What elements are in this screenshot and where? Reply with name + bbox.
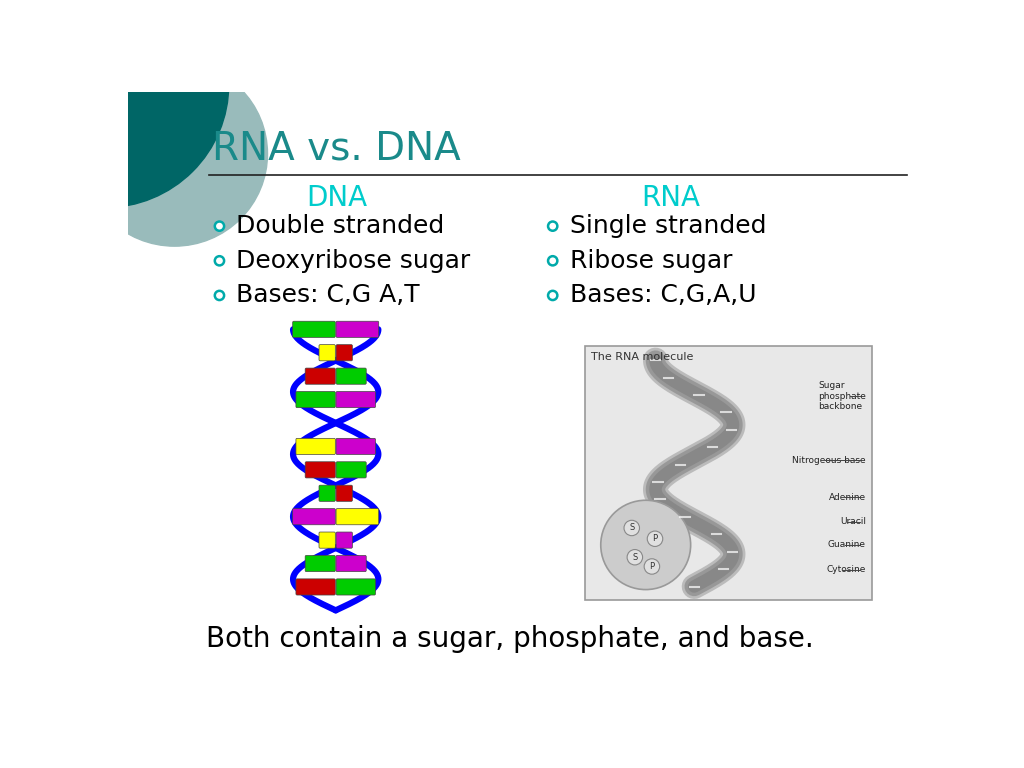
Text: RNA: RNA bbox=[641, 184, 700, 213]
FancyBboxPatch shape bbox=[293, 321, 335, 337]
Circle shape bbox=[647, 531, 663, 547]
FancyBboxPatch shape bbox=[296, 579, 335, 595]
Text: Bases: C,G A,T: Bases: C,G A,T bbox=[237, 283, 420, 307]
Text: Ribose sugar: Ribose sugar bbox=[569, 249, 732, 273]
Circle shape bbox=[0, 0, 228, 207]
Circle shape bbox=[82, 61, 267, 247]
FancyBboxPatch shape bbox=[336, 321, 379, 337]
Circle shape bbox=[644, 559, 659, 574]
Circle shape bbox=[624, 520, 640, 536]
FancyBboxPatch shape bbox=[336, 439, 376, 455]
FancyBboxPatch shape bbox=[336, 555, 367, 571]
Text: Bases: C,G,A,U: Bases: C,G,A,U bbox=[569, 283, 757, 307]
Text: S: S bbox=[629, 524, 635, 532]
FancyBboxPatch shape bbox=[336, 345, 352, 361]
Circle shape bbox=[215, 291, 224, 300]
FancyBboxPatch shape bbox=[305, 462, 335, 478]
FancyBboxPatch shape bbox=[336, 392, 376, 408]
Circle shape bbox=[601, 500, 690, 590]
Text: S: S bbox=[632, 553, 638, 561]
Circle shape bbox=[215, 257, 224, 266]
FancyBboxPatch shape bbox=[293, 508, 335, 525]
Text: Sugar
phosphate
backbone: Sugar phosphate backbone bbox=[818, 382, 866, 411]
Text: Cytosine: Cytosine bbox=[826, 565, 866, 574]
FancyBboxPatch shape bbox=[319, 532, 335, 548]
FancyBboxPatch shape bbox=[336, 508, 379, 525]
FancyBboxPatch shape bbox=[296, 392, 335, 408]
FancyBboxPatch shape bbox=[336, 485, 352, 502]
FancyBboxPatch shape bbox=[336, 532, 352, 548]
Text: Uracil: Uracil bbox=[840, 518, 866, 526]
Text: P: P bbox=[652, 535, 657, 543]
FancyBboxPatch shape bbox=[336, 368, 367, 384]
Text: Both contain a sugar, phosphate, and base.: Both contain a sugar, phosphate, and bas… bbox=[206, 625, 813, 653]
Text: Adenine: Adenine bbox=[828, 493, 866, 502]
Text: Single stranded: Single stranded bbox=[569, 214, 766, 238]
Circle shape bbox=[548, 257, 557, 266]
Text: DNA: DNA bbox=[306, 184, 368, 213]
Text: Guanine: Guanine bbox=[827, 541, 866, 549]
Text: Nitrogeous base: Nitrogeous base bbox=[793, 455, 866, 465]
Text: Deoxyribose sugar: Deoxyribose sugar bbox=[237, 249, 471, 273]
Text: Double stranded: Double stranded bbox=[237, 214, 444, 238]
Circle shape bbox=[548, 291, 557, 300]
FancyBboxPatch shape bbox=[305, 368, 335, 384]
FancyBboxPatch shape bbox=[319, 345, 335, 361]
Bar bbox=[586, 346, 872, 601]
FancyBboxPatch shape bbox=[305, 555, 335, 571]
Text: The RNA molecule: The RNA molecule bbox=[591, 353, 693, 362]
Circle shape bbox=[627, 550, 643, 565]
FancyBboxPatch shape bbox=[336, 579, 376, 595]
Circle shape bbox=[548, 221, 557, 230]
Circle shape bbox=[215, 221, 224, 230]
FancyBboxPatch shape bbox=[336, 462, 367, 478]
FancyBboxPatch shape bbox=[296, 439, 335, 455]
Text: RNA vs. DNA: RNA vs. DNA bbox=[212, 129, 461, 167]
FancyBboxPatch shape bbox=[319, 485, 335, 502]
Text: P: P bbox=[649, 562, 654, 571]
